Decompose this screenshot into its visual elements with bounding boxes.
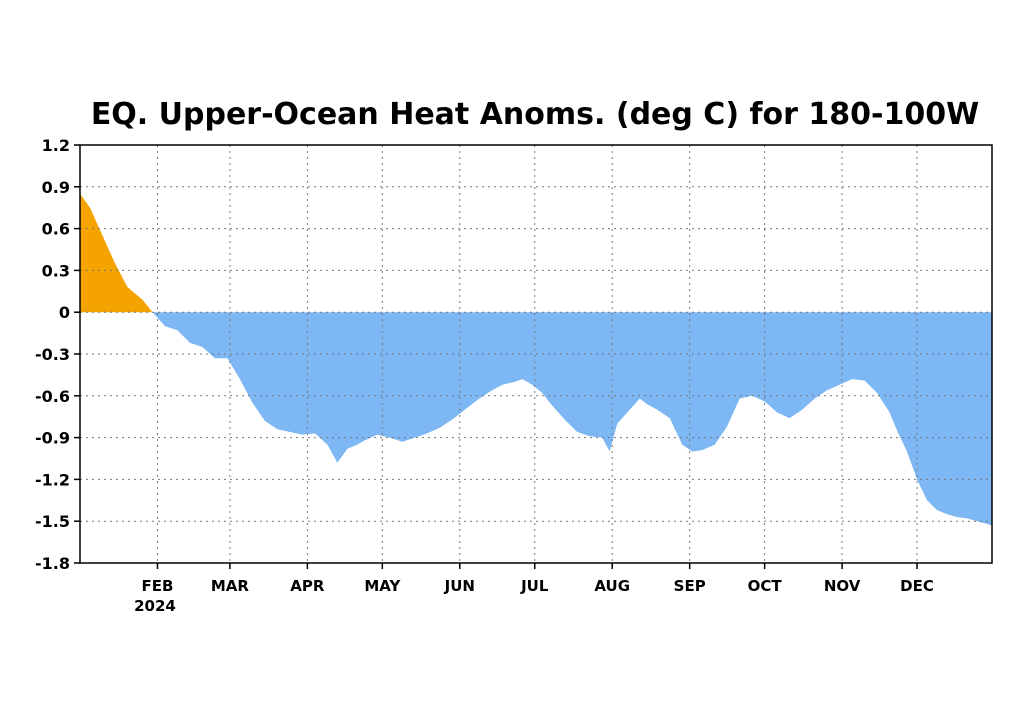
x-tick-label-feb: FEB (141, 577, 173, 595)
y-tick-label: 0.3 (42, 261, 70, 280)
x-tick-label-dec: DEC (900, 577, 934, 595)
plot-frame (79, 144, 993, 564)
x-tick-label-aug: AUG (594, 577, 630, 595)
negative-anomaly-area (80, 312, 992, 526)
x-tick-label-apr: APR (290, 577, 325, 595)
positive-anomaly-area (80, 193, 992, 313)
x-tick-label-may: MAY (364, 577, 401, 595)
x-tick-label-jun: JUN (444, 577, 475, 595)
x-tick-label-oct: OCT (748, 577, 783, 595)
y-tick-label: -1.2 (35, 470, 70, 489)
grid-layer (80, 145, 992, 563)
x-tick-label-jul: JUL (520, 577, 549, 595)
year-label: 2024 (134, 597, 176, 615)
x-tick-label-nov: NOV (824, 577, 861, 595)
y-tick-label: 0.9 (42, 178, 70, 197)
y-tick-label: -1.5 (35, 512, 70, 531)
y-tick-label: 0 (59, 303, 70, 322)
x-tick-label-sep: SEP (674, 577, 706, 595)
y-tick-label: -0.9 (35, 429, 70, 448)
x-tick-label-mar: MAR (211, 577, 250, 595)
y-tick-label: 1.2 (42, 136, 70, 155)
axis-layer: 1.2 0.9 0.6 0.3 0 -0.3 -0.6 -0.9 -1.2 -1.5 -1.8 FEB… (35, 136, 934, 595)
y-tick-label: -1.8 (35, 554, 70, 573)
y-tick-label: 0.6 (42, 220, 70, 239)
y-tick-label: -0.6 (35, 387, 70, 406)
y-tick-label: -0.3 (35, 345, 70, 364)
area-layer (80, 193, 992, 526)
chart-title: EQ. Upper-Ocean Heat Anoms. (deg C) for … (91, 97, 979, 132)
